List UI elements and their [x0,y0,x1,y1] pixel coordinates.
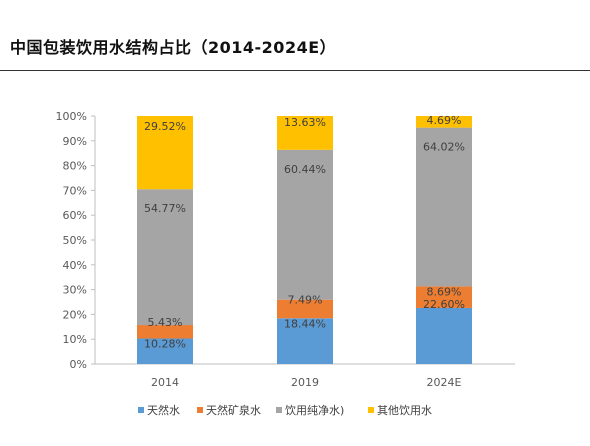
data-label: 13.63% [284,116,326,129]
page-title: 中国包装饮用水结构占比（2014-2024E） [10,38,337,57]
y-tick-label: 90% [63,135,87,148]
data-label: 8.69% [427,285,462,298]
legend-swatch [197,407,203,413]
legend-swatch [276,407,282,413]
data-label: 60.44% [284,163,326,176]
y-tick-label: 40% [63,259,87,272]
bar-segment [137,338,193,364]
legend-label: 饮用纯净水) [285,403,344,417]
y-tick-label: 70% [63,184,87,197]
bar-segment [277,116,333,150]
bar-segment [277,318,333,364]
data-label: 18.44% [284,317,326,330]
legend-swatch [138,407,144,413]
bar-segment [416,307,472,364]
data-label: 7.49% [288,294,323,307]
y-tick-label: 50% [63,234,87,247]
legend-label: 其他饮用水 [377,404,432,417]
title-divider [0,70,590,71]
y-tick-label: 100% [56,110,87,123]
data-label: 10.28% [144,338,186,351]
bar-segment [137,116,193,190]
data-label: 29.52% [144,120,186,133]
y-tick-label: 30% [63,284,87,297]
legend-swatch [368,407,374,413]
bar-segment [137,325,193,339]
x-tick-label: 2024E [427,376,462,389]
x-tick-label: 2014 [151,376,179,389]
y-tick-label: 10% [63,333,87,346]
y-tick-label: 20% [63,308,87,321]
y-tick-label: 80% [63,160,87,173]
y-tick-label: 0% [70,358,87,371]
x-tick-label: 2019 [291,376,319,389]
bar-segment [416,127,472,287]
bar-segment [416,286,472,308]
data-label: 5.43% [148,316,183,329]
data-label: 54.77% [144,202,186,215]
data-label: 22.60% [423,298,465,311]
y-tick-label: 60% [63,209,87,222]
data-label: 4.69% [427,114,462,127]
bar-segment [277,299,333,319]
legend-label: 天然水 [147,403,180,417]
bar-segment [137,189,193,326]
legend-label: 天然矿泉水 [206,403,261,417]
bar-segment [416,116,472,128]
data-label: 64.02% [423,141,465,154]
bar-segment [277,149,333,300]
